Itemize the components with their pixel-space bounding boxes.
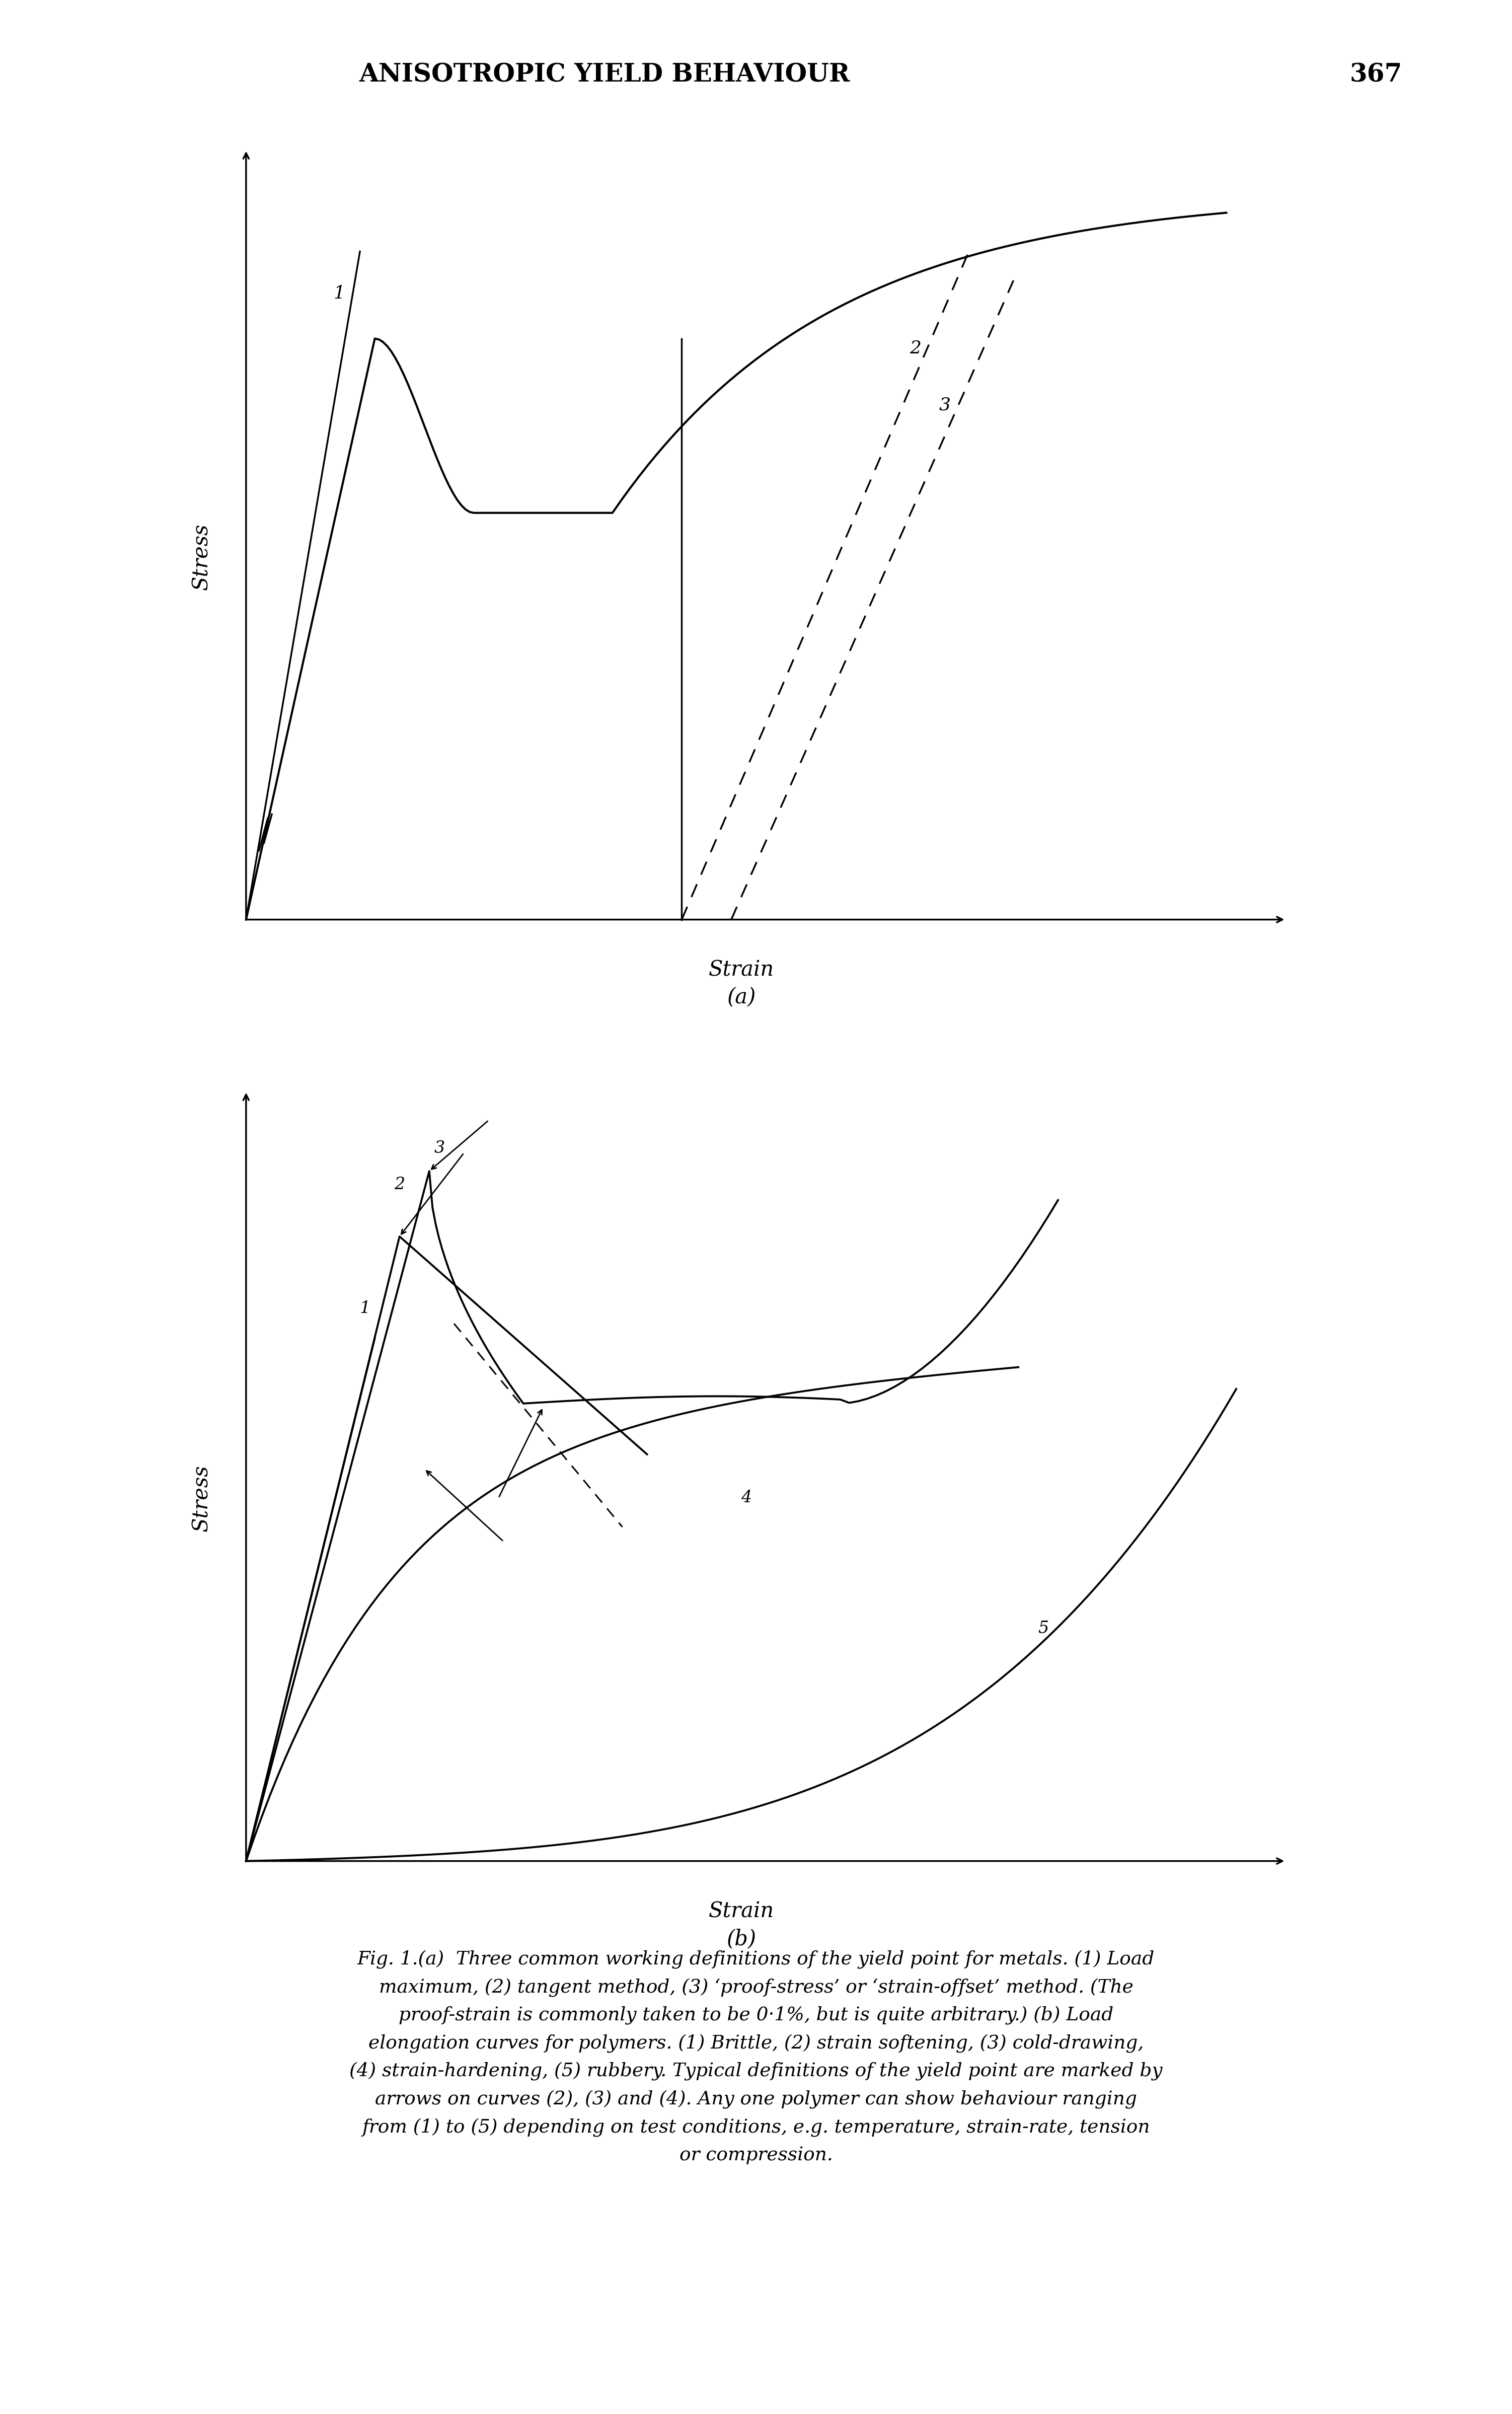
Text: 1: 1 <box>334 285 345 302</box>
Text: Stress: Stress <box>191 1465 212 1530</box>
Text: 1: 1 <box>360 1301 370 1316</box>
Text: 2: 2 <box>395 1176 405 1193</box>
Text: Stress: Stress <box>191 524 212 589</box>
Text: 4: 4 <box>741 1489 751 1506</box>
Text: 3: 3 <box>939 396 951 413</box>
Text: Strain: Strain <box>709 1900 774 1922</box>
Text: Strain: Strain <box>709 958 774 980</box>
Text: ANISOTROPIC YIELD BEHAVIOUR: ANISOTROPIC YIELD BEHAVIOUR <box>360 63 850 87</box>
Text: (a): (a) <box>727 987 756 1009</box>
Text: 367: 367 <box>1350 63 1402 87</box>
Text: (b): (b) <box>726 1929 756 1951</box>
Text: 3: 3 <box>434 1139 445 1156</box>
Text: 2: 2 <box>910 340 921 357</box>
Text: Fig. 1.(a)  Three common working definitions of the yield point for metals. (1) : Fig. 1.(a) Three common working definiti… <box>349 1951 1163 2163</box>
Text: 5: 5 <box>1039 1620 1049 1637</box>
